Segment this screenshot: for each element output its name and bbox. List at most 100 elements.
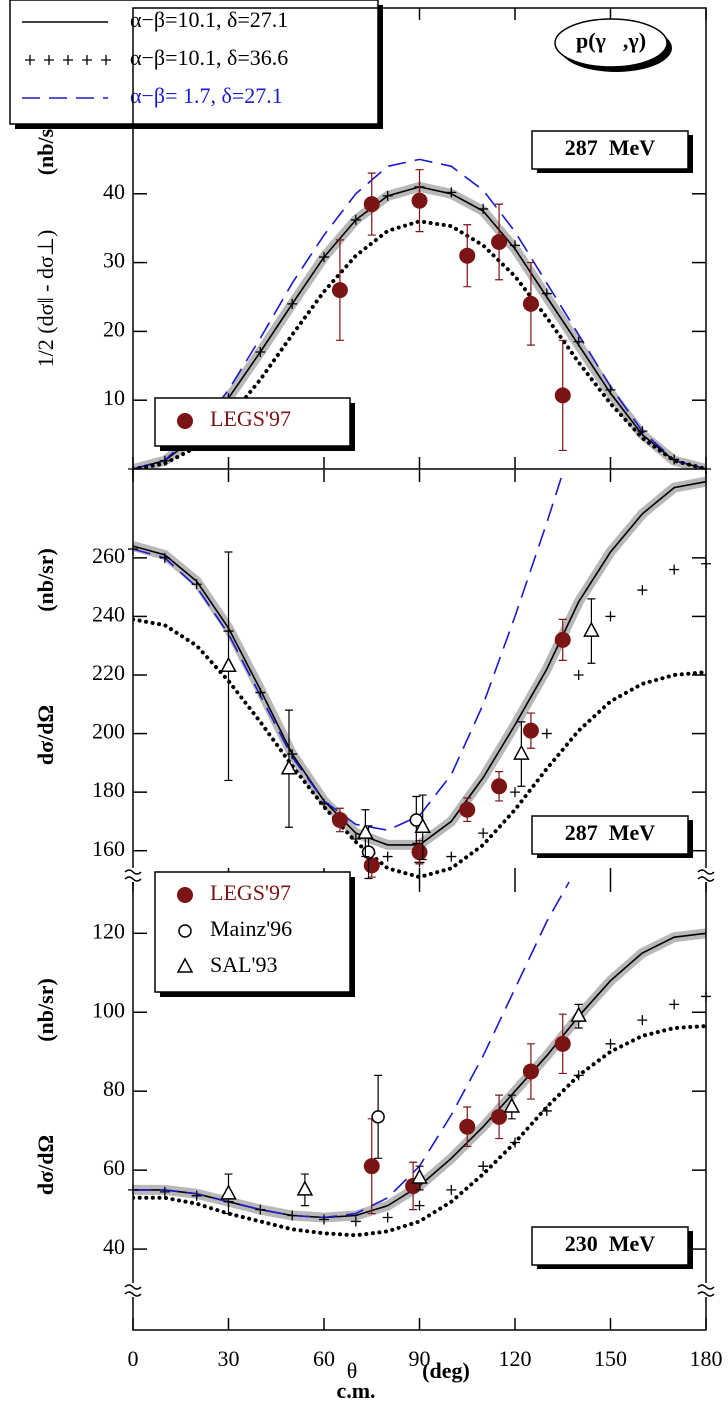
data-point	[513, 744, 530, 760]
uncertainty-band	[133, 476, 706, 850]
y-tick-label: 80	[103, 1076, 125, 1101]
plus-marker	[319, 252, 329, 263]
plus-marker	[319, 1214, 329, 1225]
plus-marker	[541, 1105, 552, 1116]
legend-label: SAL'93	[210, 952, 278, 977]
plus-marker	[287, 298, 298, 309]
plus-marker	[382, 190, 393, 201]
plus-marker	[478, 828, 489, 839]
plus-marker	[319, 798, 329, 809]
data-point	[411, 844, 428, 861]
data-point	[503, 1097, 521, 1113]
plus-marker	[478, 203, 489, 214]
legend-swatch	[101, 55, 111, 65]
legend-swatch	[25, 55, 35, 65]
frames	[124, 7, 715, 1331]
plus-marker	[446, 187, 457, 198]
plus-marker	[159, 1186, 170, 1197]
legend-label: α−β= 1.7, δ=27.1	[130, 83, 283, 108]
curve	[133, 472, 564, 832]
x-axis-label-sub: c.m.	[336, 1378, 375, 1402]
y-axis-unit: (nb/sr)	[33, 978, 58, 1042]
plus-marker	[573, 670, 584, 680]
plus-marker	[191, 579, 202, 590]
y-tick-label: 60	[103, 1155, 125, 1180]
plus-marker	[382, 1212, 393, 1223]
y-tick-label: 180	[92, 777, 125, 802]
y-axis-unit: (nb/sr)	[33, 548, 58, 612]
plus-marker	[510, 1137, 520, 1148]
legend-label: LEGS'97	[210, 406, 291, 431]
y-tick-label: 40	[103, 179, 125, 204]
plus-marker	[573, 336, 584, 347]
plus-marker	[159, 552, 170, 563]
data-point	[554, 631, 571, 648]
plus-marker	[669, 564, 680, 575]
plus-marker	[478, 1161, 489, 1172]
data-point	[570, 1006, 587, 1022]
data-point	[459, 247, 476, 264]
plus-marker	[255, 347, 266, 358]
plus-marker	[637, 1015, 648, 1026]
y-tick-label: 20	[103, 316, 125, 341]
y-tick-label: 160	[92, 836, 125, 861]
energy-box	[531, 1226, 689, 1266]
plus-marker	[255, 1204, 266, 1215]
plus-marker	[414, 1200, 425, 1211]
plus-marker	[382, 851, 393, 862]
plus-marker	[446, 1184, 457, 1195]
data-point	[522, 722, 539, 739]
data-point	[522, 295, 539, 312]
plus-marker	[446, 851, 457, 862]
x-axis-unit: (deg)	[422, 1358, 470, 1383]
legend-label: LEGS'97	[210, 880, 291, 905]
legend-swatch	[177, 887, 193, 903]
plus-marker	[287, 1210, 298, 1221]
y-axis-label: dσ/dΩ	[33, 705, 58, 765]
legend-label: α−β=10.1, δ=27.1	[130, 7, 288, 32]
x-tick-label: 90	[409, 1346, 431, 1371]
data-point	[220, 656, 237, 672]
plus-marker	[637, 585, 648, 596]
plus-marker	[510, 787, 520, 798]
y-tick-label: 30	[103, 248, 125, 273]
legend-label: α−β=10.1, δ=36.6	[130, 45, 288, 70]
data-point	[331, 811, 348, 828]
energy-box	[531, 815, 689, 855]
data-point	[411, 192, 428, 209]
curve	[133, 881, 570, 1219]
plus-marker	[541, 728, 552, 739]
x-axis-label: θ	[347, 1358, 358, 1383]
legend-swatch	[44, 55, 54, 65]
plus-marker	[605, 1038, 616, 1049]
legend-swatch	[63, 55, 73, 65]
x-tick-label: 120	[499, 1346, 532, 1371]
y-tick-label: 200	[92, 719, 125, 744]
plus-marker	[350, 834, 361, 844]
plus-marker	[573, 1070, 584, 1081]
data-point	[280, 759, 298, 775]
plus-marker	[191, 1190, 202, 1201]
x-tick-label: 0	[128, 1346, 139, 1371]
legend-swatch	[82, 55, 92, 65]
x-tick-label: 180	[690, 1346, 723, 1371]
data-point	[363, 857, 380, 874]
plus-marker	[350, 214, 361, 225]
plus-marker	[510, 240, 520, 251]
data-point	[220, 1184, 237, 1200]
data-point	[371, 1110, 385, 1124]
y-tick-label: 100	[92, 997, 125, 1022]
data-point	[583, 621, 600, 637]
data-point	[554, 387, 571, 404]
data-point	[414, 817, 431, 834]
data-point	[363, 196, 380, 213]
data-point	[296, 1180, 314, 1196]
y-tick-label: 260	[92, 543, 125, 568]
plus-marker	[605, 611, 616, 622]
plus-marker	[159, 455, 170, 466]
energy-box	[531, 130, 689, 170]
data-point	[411, 1168, 428, 1184]
data-point	[459, 1118, 476, 1135]
data-point	[554, 1035, 571, 1052]
